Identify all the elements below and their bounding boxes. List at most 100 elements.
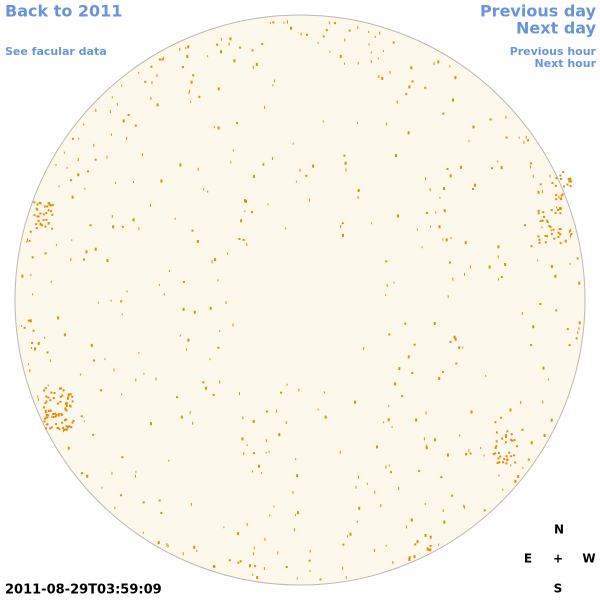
facula (185, 348, 187, 351)
facula (249, 564, 252, 568)
facula (220, 37, 222, 41)
facula (569, 262, 571, 265)
facula (511, 439, 514, 442)
facula (228, 559, 231, 562)
facula (193, 310, 196, 314)
facula (233, 59, 236, 63)
facula (58, 428, 61, 431)
facula (555, 177, 558, 180)
facula (187, 338, 190, 342)
facula (497, 255, 499, 259)
previous-day-link[interactable]: Previous day (480, 2, 597, 21)
facula (429, 544, 432, 547)
facula (261, 42, 264, 45)
facula (271, 157, 273, 161)
facula (65, 409, 68, 412)
facula (509, 408, 512, 412)
facula (59, 400, 62, 403)
facula (239, 560, 242, 563)
facula (269, 514, 271, 517)
facula (242, 239, 245, 242)
facula (185, 47, 187, 50)
facula (557, 208, 560, 211)
facula (149, 203, 151, 207)
facula (182, 552, 184, 556)
facula (47, 384, 49, 387)
facula (537, 212, 540, 215)
facula (179, 334, 181, 337)
facula (21, 325, 23, 328)
facula (570, 228, 572, 232)
facula (71, 137, 74, 140)
facula (190, 100, 192, 103)
facula (144, 80, 147, 83)
facula (94, 158, 97, 161)
facula (34, 347, 37, 351)
facula (239, 46, 242, 49)
facula (78, 137, 80, 140)
next-day-link[interactable]: Next day (516, 19, 597, 38)
previous-hour-link[interactable]: Previous hour (510, 45, 597, 58)
facula (458, 346, 461, 350)
facula (219, 329, 221, 332)
facula (464, 241, 467, 245)
facula (433, 321, 436, 325)
facula (569, 179, 572, 182)
facula (209, 358, 211, 361)
facula (541, 189, 543, 193)
facula (121, 84, 123, 87)
facula (394, 382, 397, 386)
facula (542, 211, 545, 214)
facula (504, 436, 507, 439)
facula (190, 502, 192, 506)
facula (71, 239, 73, 242)
facula (52, 397, 55, 400)
facula (357, 188, 360, 192)
facula (35, 227, 38, 230)
facula (45, 413, 48, 416)
facula (99, 389, 102, 392)
facula (44, 225, 47, 228)
facula (258, 464, 261, 468)
facula (43, 205, 46, 208)
facula (85, 250, 88, 254)
facula (111, 471, 113, 475)
next-hour-link[interactable]: Next hour (535, 57, 597, 70)
facula (416, 228, 418, 231)
facula (49, 399, 52, 402)
facula (539, 183, 542, 186)
facula (370, 60, 372, 64)
facula (66, 396, 69, 400)
facula (47, 396, 50, 399)
facula (106, 259, 109, 263)
facula (523, 141, 525, 145)
facula (229, 37, 232, 41)
facular-link[interactable]: See facular data (5, 45, 107, 58)
facula (196, 549, 198, 552)
facula (53, 412, 56, 415)
facula (463, 272, 465, 276)
back-link[interactable]: Back to 2011 (5, 2, 122, 21)
facula (342, 566, 344, 570)
facula (212, 393, 215, 396)
facula (176, 396, 179, 399)
facula (31, 256, 34, 259)
facula (500, 275, 503, 278)
facula (71, 395, 74, 398)
facula (529, 165, 531, 169)
facula (55, 244, 57, 247)
facula (558, 228, 561, 231)
facula (50, 426, 53, 429)
facula (62, 389, 65, 392)
facula (57, 316, 60, 320)
facula (550, 233, 553, 236)
facula (425, 446, 428, 450)
facula (203, 188, 205, 191)
facula (86, 474, 89, 478)
facula (111, 96, 113, 99)
facula (541, 219, 544, 222)
facula (374, 490, 376, 494)
facula (151, 80, 153, 84)
facula (523, 224, 526, 227)
facula (341, 222, 344, 225)
